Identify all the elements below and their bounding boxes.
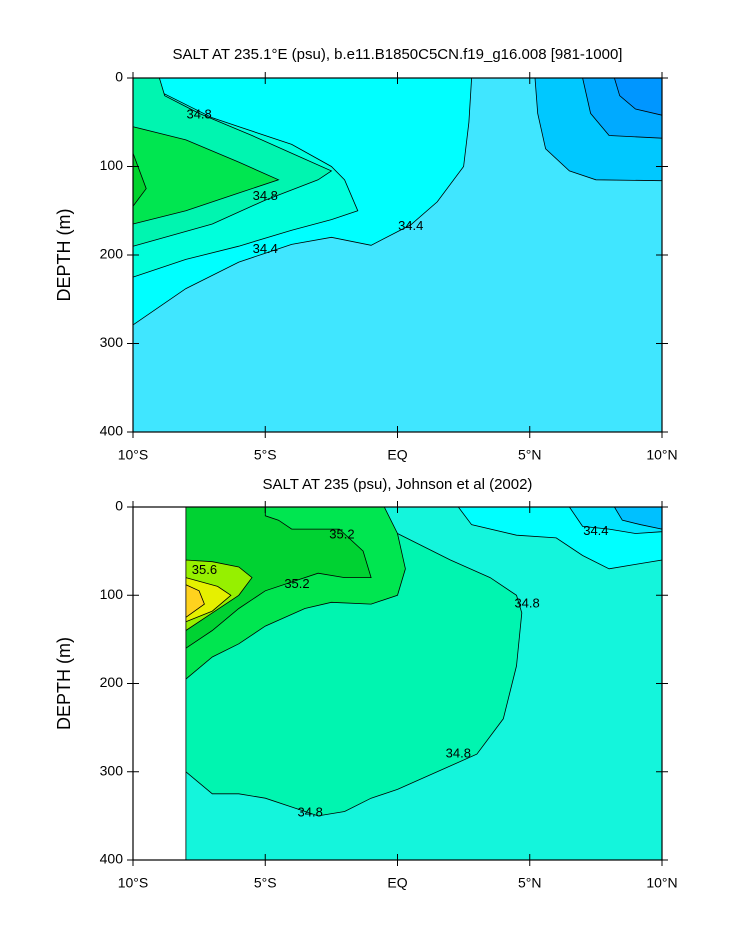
- x-tick-label: 5°N: [518, 875, 542, 891]
- y-tick-label: 200: [100, 674, 124, 690]
- contour-label: 34.8: [298, 805, 323, 820]
- contour-label: 34.4: [253, 241, 278, 256]
- contour-region: [132, 126, 280, 225]
- contour-label: 34.8: [514, 596, 539, 611]
- y-axis-label: DEPTH (m): [54, 637, 74, 730]
- y-tick-label: 0: [115, 498, 123, 514]
- x-tick-label: 5°S: [254, 875, 277, 891]
- contour-label: 35.2: [284, 576, 309, 591]
- contour-region: [185, 584, 205, 619]
- x-tick-label: 5°S: [254, 447, 277, 463]
- contour-label: 35.6: [192, 562, 217, 577]
- contour-label: 34.8: [253, 188, 278, 203]
- chart-title: SALT AT 235.1°E (psu), b.e11.B1850C5CN.f…: [173, 46, 623, 63]
- contour-label: 34.8: [446, 746, 471, 761]
- y-tick-label: 200: [100, 246, 124, 262]
- contour-label: 35.2: [329, 527, 354, 542]
- y-axis-label: DEPTH (m): [54, 209, 74, 302]
- x-tick-label: EQ: [387, 875, 407, 891]
- x-tick-label: 10°S: [118, 447, 149, 463]
- x-tick-label: 10°S: [118, 875, 149, 891]
- chart-title: SALT AT 235 (psu), Johnson et al (2002): [263, 476, 533, 493]
- x-tick-label: 5°N: [518, 447, 542, 463]
- y-tick-label: 300: [100, 334, 124, 350]
- contour-label: 34.8: [186, 107, 211, 122]
- contour-plot: 34.8 34.8 34.4 34.4: [132, 77, 663, 433]
- y-tick-label: 0: [115, 69, 123, 85]
- y-tick-label: 100: [100, 586, 124, 602]
- y-tick-label: 100: [100, 157, 124, 173]
- x-tick-label: 10°N: [646, 875, 677, 891]
- contour-label: 34.4: [398, 218, 423, 233]
- y-tick-label: 300: [100, 762, 124, 778]
- x-tick-label: EQ: [387, 447, 407, 463]
- y-tick-label: 400: [100, 423, 124, 439]
- y-tick-label: 400: [100, 851, 124, 867]
- x-tick-label: 10°N: [646, 447, 677, 463]
- contour-label: 34.4: [583, 523, 608, 538]
- contour-plot: 35.2 35.2 35.6 34.8 34.8 34.8 34.4: [185, 506, 663, 861]
